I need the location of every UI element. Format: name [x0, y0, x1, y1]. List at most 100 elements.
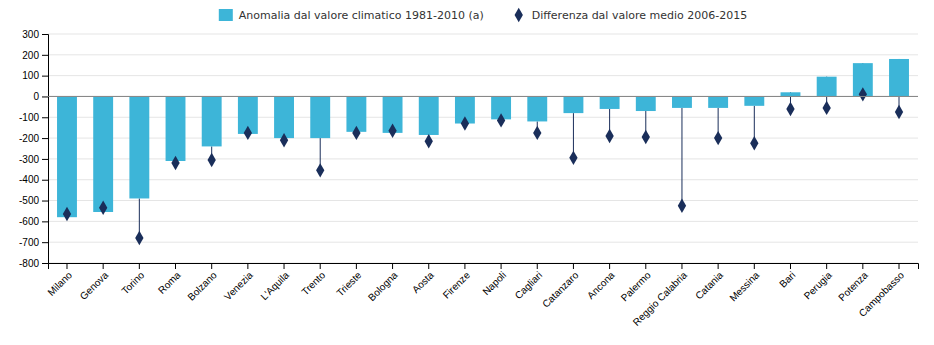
x-tick: Torino: [119, 263, 146, 296]
x-tick: Campobasso: [857, 263, 907, 319]
x-tick: Firenze: [441, 263, 473, 301]
x-axis: MilanoGenovaTorinoRomaBolzanoVeneziaL'Aq…: [45, 263, 918, 328]
x-tick-label: Campobasso: [857, 269, 907, 319]
point: [859, 87, 867, 101]
x-tick-label: L'Aquila: [258, 269, 291, 302]
x-tick: Potenza: [836, 263, 870, 303]
point: [497, 113, 505, 127]
x-tick: Cagliari: [513, 263, 545, 301]
point: [208, 153, 216, 167]
grid-line: [48, 242, 918, 243]
x-tick-mark: [103, 263, 104, 269]
legend: Anomalia dal valore climatico 1981-2010 …: [219, 8, 747, 22]
y-tick: 300: [22, 29, 48, 40]
x-tick-mark: [211, 263, 212, 269]
bar: [527, 96, 547, 121]
point: [714, 131, 722, 145]
legend-label: Anomalia dal valore climatico 1981-2010 …: [239, 9, 484, 22]
x-tick-label: Bari: [777, 269, 797, 289]
point: [280, 133, 288, 147]
x-axis-line: [49, 264, 919, 270]
x-tick-label: Palermo: [619, 269, 653, 303]
zero-line: [48, 96, 918, 97]
point: [135, 231, 143, 245]
point: [244, 126, 252, 140]
x-tick: Bolzano: [185, 263, 219, 303]
y-tick-label: 200: [22, 50, 39, 61]
bar: [419, 96, 439, 135]
bar: [781, 92, 801, 96]
x-tick: Ancona: [585, 263, 617, 301]
grid-line: [48, 179, 918, 180]
x-tick-mark: [862, 263, 863, 269]
x-tick-label: Milano: [45, 269, 74, 298]
y-tick: -200: [19, 133, 48, 144]
bar: [93, 96, 113, 212]
bar: [310, 96, 330, 138]
point: [605, 129, 613, 143]
grid-line: [48, 34, 918, 35]
x-tick-label: Bolzano: [185, 269, 219, 303]
point: [316, 163, 324, 177]
y-tick-label: -200: [19, 133, 39, 144]
marks: [57, 59, 909, 245]
x-tick: Perugia: [802, 263, 834, 302]
x-tick-mark: [464, 263, 465, 269]
y-tick: 0: [33, 91, 48, 102]
x-tick-label: Trento: [299, 269, 327, 297]
y-tick: -300: [19, 154, 48, 165]
point: [99, 201, 107, 215]
y-tick-mark: [42, 76, 48, 77]
x-tick-label: Cagliari: [513, 269, 545, 301]
x-tick: Genova: [78, 263, 111, 302]
bar: [57, 96, 77, 217]
x-tick-label: Firenze: [441, 269, 473, 301]
x-tick-mark: [428, 263, 429, 269]
y-tick: -400: [19, 174, 48, 185]
y-tick-label: -100: [19, 112, 39, 123]
x-tick: L'Aquila: [258, 263, 291, 302]
bar: [672, 96, 692, 107]
bar: [129, 96, 149, 198]
bar: [563, 96, 583, 113]
x-tick: Messina: [727, 263, 761, 303]
points: [63, 87, 903, 245]
y-tick-label: -300: [19, 154, 39, 165]
x-tick-mark: [139, 263, 140, 269]
x-tick-mark: [501, 263, 502, 269]
bar: [708, 96, 728, 107]
point: [461, 116, 469, 130]
x-tick: Roma: [156, 263, 183, 296]
x-tick-label: Perugia: [802, 269, 834, 301]
x-tick-label: Ancona: [585, 269, 617, 301]
y-tick: -600: [19, 216, 48, 227]
point: [786, 102, 794, 116]
x-tick-mark: [609, 263, 610, 269]
y-tick-label: -600: [19, 216, 39, 227]
y-tick-mark: [42, 263, 48, 264]
y-tick: -100: [19, 112, 48, 123]
y-tick-mark: [42, 34, 48, 35]
x-tick-mark: [247, 263, 248, 269]
x-tick: Milano: [45, 263, 74, 298]
x-tick: Napoli: [480, 263, 508, 297]
y-tick-mark: [42, 201, 48, 202]
chart: -800-700-600-500-400-300-200-10001002003…: [0, 0, 934, 345]
x-tick-label: Genova: [78, 269, 111, 302]
point: [750, 136, 758, 150]
bar: [202, 96, 222, 146]
x-tick-label: Catanzaro: [540, 269, 581, 310]
x-tick-mark: [537, 263, 538, 269]
legend-label: Differenza dal valore medio 2006-2015: [532, 9, 747, 22]
x-tick: Catanzaro: [540, 263, 581, 310]
x-tick-label: Potenza: [836, 269, 870, 303]
bar: [889, 59, 909, 96]
point: [425, 134, 433, 148]
point: [822, 101, 830, 115]
x-tick: Aosta: [410, 263, 436, 295]
point: [895, 105, 903, 119]
x-tick-mark: [681, 263, 682, 269]
y-tick: -500: [19, 195, 48, 206]
bar: [274, 96, 294, 138]
point: [352, 126, 360, 140]
